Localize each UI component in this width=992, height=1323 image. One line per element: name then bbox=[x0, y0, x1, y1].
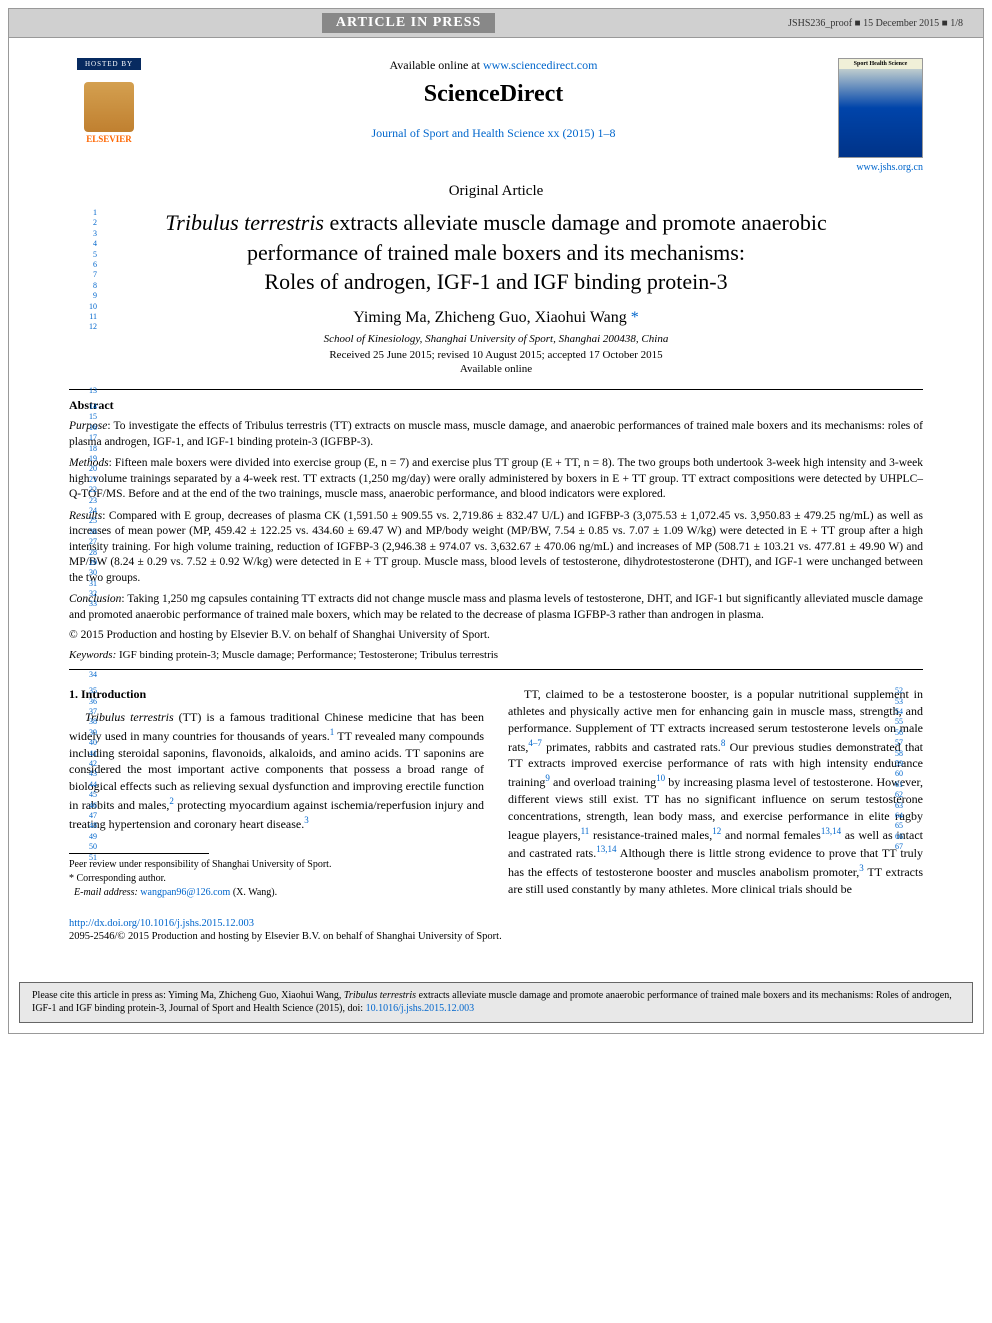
available-online-text: Available online at www.sciencedirect.co… bbox=[169, 58, 818, 73]
journal-website-link[interactable]: www.jshs.org.cn bbox=[838, 162, 923, 173]
results-text: : Compared with E group, decreases of pl… bbox=[69, 510, 923, 584]
cite-doi[interactable]: 10.1016/j.jshs.2015.12.003 bbox=[366, 1003, 475, 1014]
page-wrapper: ARTICLE IN PRESS JSHS236_proof ■ 15 Dece… bbox=[8, 8, 984, 1034]
line-numbers-left-4: 34 bbox=[83, 670, 97, 680]
ref-3[interactable]: 3 bbox=[304, 815, 309, 825]
journal-reference[interactable]: Journal of Sport and Health Science xx (… bbox=[169, 126, 818, 141]
content-area: HOSTED BY ELSEVIER Available online at w… bbox=[9, 38, 983, 962]
p2f: resistance-trained males, bbox=[589, 828, 712, 842]
cite-pre: Please cite this article in press as: Yi… bbox=[32, 990, 344, 1001]
email-suffix: (X. Wang). bbox=[230, 887, 277, 898]
keywords-text: IGF binding protein-3; Muscle damage; Pe… bbox=[116, 649, 498, 661]
methods-text: : Fifteen male boxers were divided into … bbox=[69, 457, 923, 500]
purpose-text: : To investigate the effects of Tribulus… bbox=[69, 420, 923, 448]
abstract-section: 13 1415161718192021222324252627282930313… bbox=[69, 398, 923, 661]
center-header: Available online at www.sciencedirect.co… bbox=[149, 58, 838, 141]
keywords-line: Keywords: IGF binding protein-3; Muscle … bbox=[69, 649, 923, 661]
tt-italic: Tribulus terrestris bbox=[85, 710, 174, 724]
cite-italic: Tribulus terrestris bbox=[344, 990, 416, 1001]
proof-info: JSHS236_proof ■ 15 December 2015 ■ 1/8 bbox=[788, 18, 963, 29]
line-numbers-right: 52535455565758596061626364656667 bbox=[895, 686, 909, 852]
intro-paragraph-1: Tribulus terrestris (TT) is a famous tra… bbox=[69, 709, 484, 833]
p2d: and overload training bbox=[550, 775, 656, 789]
doi-link[interactable]: http://dx.doi.org/10.1016/j.jshs.2015.12… bbox=[69, 918, 923, 929]
sciencedirect-logo: ScienceDirect bbox=[169, 81, 818, 108]
cover-image: Sport Health Science bbox=[838, 58, 923, 158]
abstract-conclusion: Conclusion: Taking 1,250 mg capsules con… bbox=[69, 592, 923, 623]
footnote-corresponding: * Corresponding author. bbox=[69, 872, 484, 886]
email-label: E-mail address: bbox=[74, 887, 140, 898]
ref-11[interactable]: 11 bbox=[581, 826, 590, 836]
abstract-methods: Methods: Fifteen male boxers were divide… bbox=[69, 456, 923, 503]
title-line-3: Roles of androgen, IGF-1 and IGF binding… bbox=[264, 269, 727, 294]
line-numbers-left-3: 1415161718192021222324252627282930313233 bbox=[83, 402, 97, 610]
p2g: and normal females bbox=[721, 828, 821, 842]
ref-10[interactable]: 10 bbox=[656, 773, 665, 783]
available-online-label: Available online bbox=[69, 363, 923, 375]
title-italic: Tribulus terrestris bbox=[165, 210, 324, 235]
line-numbers-left-1: 123456789101112 bbox=[83, 208, 97, 333]
elsevier-name: ELSEVIER bbox=[86, 134, 132, 144]
header-bar: ARTICLE IN PRESS JSHS236_proof ■ 15 Dece… bbox=[9, 9, 983, 38]
journal-cover: Sport Health Science www.jshs.org.cn bbox=[838, 58, 923, 173]
hosted-badge: HOSTED BY ELSEVIER bbox=[69, 58, 149, 144]
ref-13-14[interactable]: 13,14 bbox=[821, 826, 841, 836]
p2b: primates, rabbits and castrated rats. bbox=[542, 740, 721, 754]
affiliation: School of Kinesiology, Shanghai Universi… bbox=[69, 333, 923, 345]
hosted-by-label: HOSTED BY bbox=[77, 58, 141, 70]
article-title: Tribulus terrestris extracts alleviate m… bbox=[69, 208, 923, 297]
corresponding-star[interactable]: * bbox=[631, 309, 639, 326]
rule-after-abstract bbox=[69, 669, 923, 670]
title-rest-1: extracts alleviate muscle damage and pro… bbox=[324, 210, 827, 235]
ref-13-14b[interactable]: 13,14 bbox=[596, 844, 616, 854]
available-prefix: Available online at bbox=[390, 58, 483, 72]
ref-4-7[interactable]: 4–7 bbox=[528, 738, 542, 748]
cover-title: Sport Health Science bbox=[839, 59, 922, 69]
column-left: 1. Introduction Tribulus terrestris (TT)… bbox=[69, 686, 484, 899]
column-right: TT, claimed to be a testosterone booster… bbox=[508, 686, 923, 899]
title-block: 123456789101112 Tribulus terrestris extr… bbox=[69, 208, 923, 375]
author-names: Yiming Ma, Zhicheng Guo, Xiaohui Wang bbox=[353, 309, 631, 326]
footnote-email: E-mail address: wangpan96@126.com (X. Wa… bbox=[69, 886, 484, 900]
title-line-2: performance of trained male boxers and i… bbox=[247, 240, 745, 265]
line-numbers-left-5: 3536373839404142434445464748495051 bbox=[83, 686, 97, 863]
issn-line: 2095-2546/© 2015 Production and hosting … bbox=[69, 931, 923, 942]
citation-box: Please cite this article in press as: Yi… bbox=[19, 982, 973, 1023]
email-address[interactable]: wangpan96@126.com bbox=[140, 887, 230, 898]
introduction-heading: 1. Introduction bbox=[69, 686, 484, 703]
intro-paragraph-2: TT, claimed to be a testosterone booster… bbox=[508, 686, 923, 898]
abstract-purpose: Purpose: To investigate the effects of T… bbox=[69, 419, 923, 450]
top-section: HOSTED BY ELSEVIER Available online at w… bbox=[69, 58, 923, 173]
elsevier-tree-icon bbox=[84, 82, 134, 132]
article-in-press-banner: ARTICLE IN PRESS bbox=[322, 13, 495, 33]
article-dates: Received 25 June 2015; revised 10 August… bbox=[69, 349, 923, 361]
ref-12[interactable]: 12 bbox=[712, 826, 721, 836]
authors: Yiming Ma, Zhicheng Guo, Xiaohui Wang * bbox=[69, 309, 923, 327]
conclusion-text: : Taking 1,250 mg capsules containing TT… bbox=[69, 593, 923, 621]
copyright-line: © 2015 Production and hosting by Elsevie… bbox=[69, 629, 923, 641]
elsevier-logo: ELSEVIER bbox=[79, 74, 139, 144]
footnote-peer: Peer review under responsibility of Shan… bbox=[69, 858, 484, 872]
abstract-heading: Abstract bbox=[69, 398, 923, 413]
keywords-label: Keywords: bbox=[69, 649, 116, 661]
line-numbers-left-2: 13 bbox=[83, 386, 97, 396]
rule-before-abstract bbox=[69, 389, 923, 390]
body-columns: 3536373839404142434445464748495051 52535… bbox=[69, 686, 923, 899]
sciencedirect-url[interactable]: www.sciencedirect.com bbox=[483, 58, 598, 72]
abstract-results: Results: Compared with E group, decrease… bbox=[69, 509, 923, 587]
article-type: Original Article bbox=[69, 183, 923, 200]
